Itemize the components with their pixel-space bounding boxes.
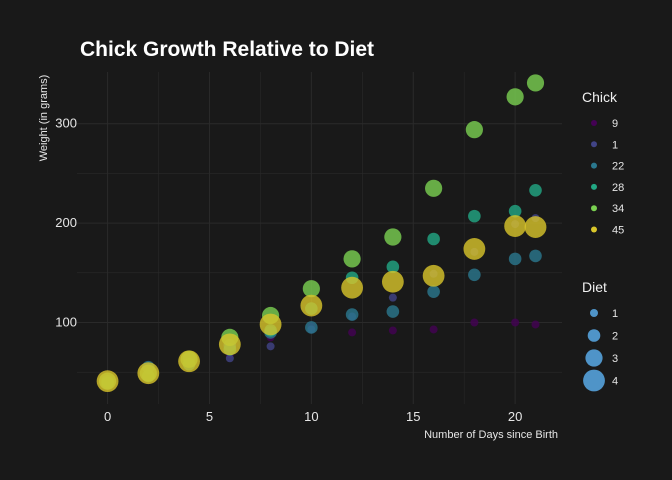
x-tick-labels: 0 5 10 15 20	[104, 409, 522, 424]
color-legend-key	[591, 226, 597, 233]
color-legend-key	[591, 120, 597, 126]
data-point-chick-34	[465, 121, 483, 139]
color-legend-label: 1	[612, 139, 618, 151]
size-legend-key	[583, 369, 605, 392]
data-point-chick-9	[348, 328, 357, 337]
data-point-chick-22	[427, 285, 440, 298]
x-tick-label: 10	[304, 409, 318, 424]
color-legend-key	[591, 205, 597, 212]
data-point-chick-45	[218, 333, 241, 356]
data-point-chick-45	[259, 313, 282, 336]
data-point-chick-1	[225, 354, 234, 363]
size-legend-label: 3	[612, 353, 618, 365]
data-point-chick-9	[531, 320, 540, 329]
size-legend-label: 2	[612, 331, 618, 343]
data-point-chick-45	[137, 362, 160, 385]
data-point-chick-45	[524, 216, 547, 238]
data-point-chick-1	[266, 342, 275, 351]
color-legend-label: 9	[612, 118, 618, 130]
data-point-chick-45	[178, 350, 200, 373]
data-point-chick-9	[511, 318, 520, 327]
color-legend-label: 22	[612, 161, 624, 173]
size-legend-key	[590, 309, 598, 317]
data-point-chick-34	[384, 228, 402, 246]
data-point-chick-34	[506, 88, 524, 106]
data-point-chick-28	[508, 204, 522, 218]
data-point-chick-45	[463, 238, 486, 260]
y-tick-label: 300	[55, 116, 77, 131]
data-point-chick-45	[341, 276, 364, 299]
color-legend-key	[591, 141, 597, 148]
data-point-chick-22	[468, 268, 481, 282]
y-tick-labels: 100 200 300	[55, 116, 77, 330]
data-points	[96, 74, 547, 393]
data-point-chick-22	[508, 252, 522, 266]
data-point-chick-28	[529, 183, 542, 197]
size-legend-label: 4	[612, 376, 618, 388]
x-tick-label: 0	[104, 409, 111, 424]
x-tick-label: 5	[206, 409, 213, 424]
color-legend-key	[591, 162, 597, 169]
y-tick-label: 100	[55, 314, 77, 329]
data-point-chick-22	[345, 308, 359, 321]
data-point-chick-22	[305, 321, 318, 334]
data-point-chick-1	[388, 293, 397, 302]
data-point-chick-34	[526, 74, 545, 92]
color-legend-label: 28	[612, 182, 624, 194]
color-legend-title: Chick	[582, 89, 618, 105]
data-point-chick-34	[302, 280, 320, 298]
data-point-chick-22	[529, 249, 542, 263]
data-point-chick-28	[468, 209, 481, 223]
data-point-chick-28	[386, 260, 400, 274]
data-point-chick-45	[96, 370, 119, 393]
size-legend-key	[587, 329, 601, 342]
x-axis-label: Number of Days since Birth	[424, 429, 558, 441]
y-axis-label: Weight (in grams)	[38, 75, 50, 162]
data-point-chick-45	[381, 270, 404, 293]
data-point-chick-9	[388, 326, 397, 335]
color-legend-key	[591, 183, 597, 190]
size-legend-label: 1	[612, 308, 618, 320]
size-legend: Diet 1 2 3 4	[582, 279, 618, 392]
chart-title: Chick Growth Relative to Diet	[80, 38, 374, 61]
data-point-chick-22	[386, 305, 400, 318]
data-point-chick-34	[425, 179, 443, 197]
data-point-chick-45	[504, 215, 527, 237]
y-tick-label: 200	[55, 215, 77, 230]
x-tick-label: 15	[406, 409, 420, 424]
data-point-chick-9	[470, 318, 479, 327]
data-point-chick-34	[343, 250, 361, 268]
data-point-chick-45	[300, 294, 323, 317]
data-point-chick-28	[427, 232, 440, 246]
data-point-chick-9	[429, 325, 438, 334]
color-legend-label: 34	[612, 203, 624, 215]
color-legend: Chick 9 1 22 28 34 45	[582, 89, 624, 237]
grid	[77, 72, 562, 404]
data-point-chick-45	[422, 264, 445, 287]
size-legend-key	[585, 349, 603, 367]
size-legend-title: Diet	[582, 279, 607, 295]
color-legend-label: 45	[612, 225, 624, 237]
x-tick-label: 20	[508, 409, 522, 424]
